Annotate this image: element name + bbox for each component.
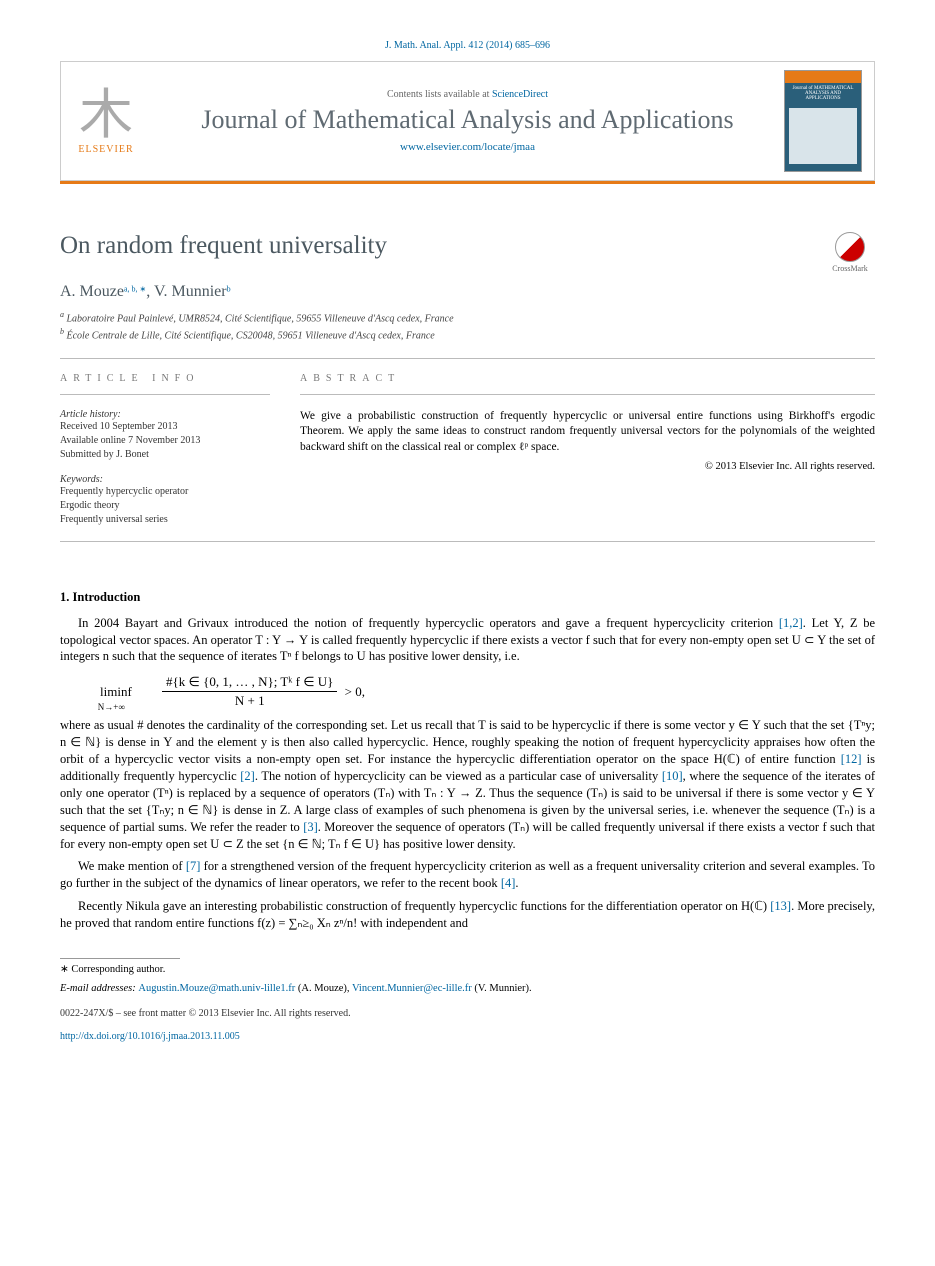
cover-text: Journal of MATHEMATICAL ANALYSIS AND APP… [785,83,861,104]
history-label: Article history: [60,409,270,420]
corresponding-author: ∗ Corresponding author. [60,963,875,978]
keyword-1: Ergodic theory [60,499,270,513]
crossmark-badge[interactable]: CrossMark [825,232,875,273]
received-line: Received 10 September 2013 [60,420,270,434]
copyright-line: © 2013 Elsevier Inc. All rights reserved… [300,461,875,472]
p3c: . [515,876,518,890]
tree-icon: ⽊ [61,88,151,142]
p4a: Recently Nikula gave an interesting prob… [78,899,770,913]
author-1: A. Mouze [60,283,124,300]
ref-13[interactable]: [13] [770,899,791,913]
crossmark-icon [835,232,865,262]
footnote-rule [60,958,180,959]
p2a: where as usual # denotes the cardinality… [60,718,875,766]
p3a: We make mention of [78,859,186,873]
liminf-op: liminf [100,683,132,701]
frac-num: #{k ∈ {0, 1, … , N}; Tᵏ f ∈ U} [162,673,337,692]
section-1-title: 1. Introduction [60,590,875,605]
keyword-0: Frequently hypercyclic operator [60,485,270,499]
publisher-label: ELSEVIER [61,144,151,155]
journal-title: Journal of Mathematical Analysis and App… [151,106,784,135]
abstract-text: We give a probabilistic construction of … [300,409,875,456]
author-sep: , [146,283,154,300]
journal-homepage-link[interactable]: www.elsevier.com/locate/jmaa [151,141,784,153]
email-line: E-mail addresses: Augustin.Mouze@math.un… [60,982,875,997]
ref-12[interactable]: [12] [841,752,862,766]
sciencedirect-link[interactable]: ScienceDirect [492,89,548,100]
author-2-affil[interactable]: b [227,287,231,299]
affiliations: a Laboratoire Paul Painlevé, UMR8524, Ci… [60,309,875,344]
issn-line: 0022-247X/$ – see front matter © 2013 El… [60,1008,875,1019]
body-text: In 2004 Bayart and Grivaux introduced th… [60,615,875,932]
ref-2[interactable]: [2] [240,769,255,783]
liminf-sub: N→+∞ [98,702,125,712]
contents-prefix: Contents lists available at [387,89,492,100]
ref-10[interactable]: [10] [662,769,683,783]
article-title: On random frequent universality [60,232,825,260]
author-2: V. Munnier [154,283,227,300]
citation-line: J. Math. Anal. Appl. 412 (2014) 685–696 [60,40,875,51]
journal-cover-thumb: Journal of MATHEMATICAL ANALYSIS AND APP… [784,70,862,172]
p2c: . The notion of hypercyclicity can be vi… [255,769,662,783]
ref-3[interactable]: [3] [303,820,318,834]
formula-tail: > 0, [345,684,365,699]
publisher-logo: ⽊ ELSEVIER [61,88,151,155]
email-2-link[interactable]: Vincent.Munnier@ec-lille.fr [352,983,472,994]
email-1-name: (A. Mouze), [295,983,352,994]
online-line: Available online 7 November 2013 [60,434,270,448]
journal-header: ⽊ ELSEVIER Contents lists available at S… [60,61,875,181]
affil-a: Laboratoire Paul Painlevé, UMR8524, Cité… [67,313,454,324]
fraction: #{k ∈ {0, 1, … , N}; Tᵏ f ∈ U} N + 1 [162,673,337,709]
email-label: E-mail addresses: [60,983,138,994]
ref-4[interactable]: [4] [501,876,516,890]
keyword-2: Frequently universal series [60,513,270,527]
p1a: In 2004 Bayart and Grivaux introduced th… [78,616,779,630]
ref-7[interactable]: [7] [186,859,201,873]
email-2-name: (V. Munnier). [472,983,532,994]
email-1-link[interactable]: Augustin.Mouze@math.univ-lille1.fr [138,983,295,994]
formula-liminf: liminfN→+∞ #{k ∈ {0, 1, … , N}; Tᵏ f ∈ U… [100,673,875,709]
doi-link[interactable]: http://dx.doi.org/10.1016/j.jmaa.2013.11… [60,1031,240,1042]
frac-den: N + 1 [162,692,337,710]
ref-1-2[interactable]: [1,2] [779,616,803,630]
author-list: A. Mouzea, b, ∗, V. Munnierb [60,283,875,301]
submitted-line: Submitted by J. Bonet [60,448,270,462]
crossmark-label: CrossMark [832,264,868,273]
keywords-label: Keywords: [60,474,270,485]
abstract-header: ABSTRACT [300,373,875,384]
affil-b: École Centrale de Lille, Cité Scientifiq… [67,331,435,342]
contents-lists-line: Contents lists available at ScienceDirec… [151,89,784,100]
article-info-header: ARTICLE INFO [60,373,270,384]
author-1-affil[interactable]: a, b, ∗ [124,287,146,299]
